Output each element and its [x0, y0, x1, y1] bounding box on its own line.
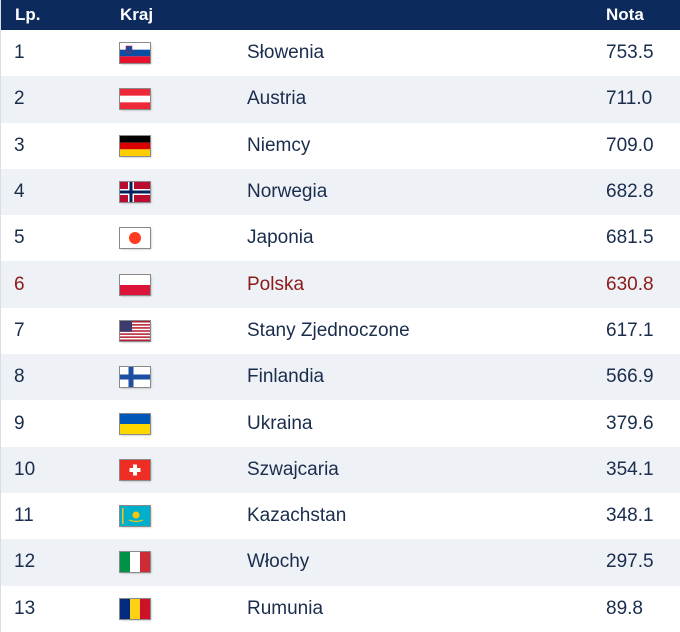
header-lp: Lp.	[15, 5, 41, 24]
country-cell: Japonia	[247, 227, 314, 249]
score-cell: 682.8	[606, 181, 654, 203]
score-cell: 681.5	[606, 227, 654, 249]
table-row: 5 Japonia 681.5	[1, 215, 680, 261]
header-country: Kraj	[120, 5, 154, 24]
ukraine-flag-icon	[120, 413, 150, 434]
table-row: 7 Stany Zjednoczone 617.1	[1, 308, 680, 354]
table-row: 1 Słowenia 753.5	[1, 30, 680, 76]
score-cell: 297.5	[606, 551, 654, 573]
rank-cell: 1	[14, 42, 25, 64]
rank-cell: 3	[14, 134, 25, 156]
table-row: 12 Włochy 297.5	[1, 539, 680, 586]
table-row: 3 Niemcy 709.0	[1, 123, 680, 169]
table-row: 10 Szwajcaria 354.1	[1, 446, 680, 493]
country-cell: Ukraina	[247, 412, 313, 434]
usa-flag-icon	[120, 320, 150, 341]
kazakhstan-flag-icon	[120, 506, 150, 527]
table-row: 9 Ukraina 379.6	[1, 400, 680, 446]
rank-cell: 7	[14, 319, 25, 341]
germany-flag-icon	[120, 135, 150, 156]
table-row: 2 Austria 711.0	[1, 76, 680, 123]
score-cell: 630.8	[606, 273, 654, 295]
country-cell: Finlandia	[247, 366, 325, 388]
table-row: 13 Rumunia 89.8	[1, 586, 680, 632]
finland-flag-icon	[120, 367, 150, 388]
country-cell: Kazachstan	[247, 505, 347, 527]
austria-flag-icon	[120, 89, 150, 110]
poland-flag-icon	[120, 274, 150, 295]
score-cell: 379.6	[606, 412, 654, 434]
score-cell: 348.1	[606, 505, 654, 527]
rank-cell: 12	[14, 551, 36, 573]
score-cell: 711.0	[606, 88, 653, 110]
score-cell: 617.1	[606, 319, 654, 341]
rank-cell: 11	[14, 505, 34, 527]
score-cell: 354.1	[606, 458, 654, 480]
score-cell: 566.9	[606, 366, 654, 388]
table-row: 8 Finlandia 566.9	[1, 354, 680, 401]
norway-flag-icon	[120, 182, 150, 203]
romania-flag-icon	[120, 598, 150, 619]
switzerland-flag-icon	[120, 459, 150, 480]
country-cell: Polska	[247, 273, 305, 295]
italy-flag-icon	[120, 552, 150, 573]
country-cell: Norwegia	[247, 181, 328, 203]
country-cell: Szwajcaria	[247, 458, 339, 480]
score-cell: 753.5	[606, 42, 654, 64]
slovenia-flag-icon	[120, 43, 150, 64]
rank-cell: 2	[14, 88, 25, 110]
japan-flag-icon	[120, 228, 150, 249]
table-row: 11 Kazachstan 348.1	[1, 493, 680, 539]
rank-cell: 4	[14, 181, 25, 203]
header-score: Nota	[606, 5, 644, 24]
score-cell: 89.8	[606, 597, 643, 619]
rank-cell: 5	[14, 227, 25, 249]
table-row: 4 Norwegia 682.8	[1, 168, 680, 216]
table-row-highlighted: 6 Polska 630.8	[1, 261, 680, 308]
score-cell: 709.0	[606, 134, 654, 156]
country-cell: Austria	[247, 88, 307, 110]
country-cell: Włochy	[247, 551, 310, 573]
rank-cell: 8	[14, 366, 25, 388]
country-cell: Niemcy	[247, 134, 311, 156]
rank-cell: 6	[14, 273, 25, 295]
country-cell: Słowenia	[247, 42, 325, 64]
table-header: Lp. Kraj Nota	[1, 0, 680, 30]
country-cell: Stany Zjednoczone	[247, 319, 410, 341]
country-cell: Rumunia	[247, 597, 324, 619]
rank-cell: 13	[14, 597, 36, 619]
rank-cell: 10	[14, 458, 36, 480]
rank-cell: 9	[14, 412, 25, 434]
